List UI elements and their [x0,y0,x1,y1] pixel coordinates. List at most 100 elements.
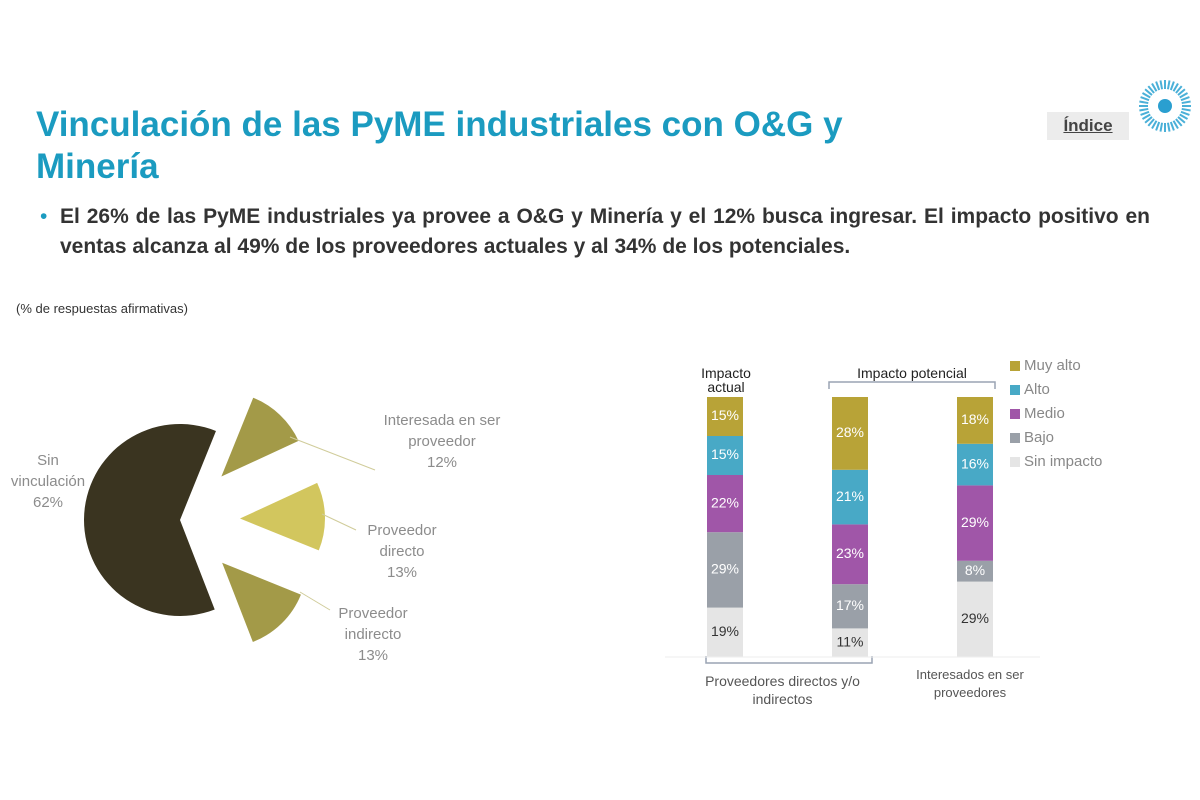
bottom-group-label: Interesados en ser proveedores [916,667,1024,700]
logo-ray [1144,88,1153,96]
bar-value-label: 8% [965,562,985,578]
logo-ray [1141,113,1151,120]
bar-segment [957,560,993,582]
leader-line [299,591,331,611]
logo-ray [1166,80,1171,90]
bar-segment [957,443,993,486]
bar-value-label: 29% [961,610,989,626]
slice-value-label: 13% [386,564,418,581]
bar-segment [832,628,868,657]
logo-ray [1159,122,1164,132]
index-link[interactable]: Índice [1047,112,1129,140]
legend-label: Medio [1024,405,1065,422]
bar-value-label: 22% [711,494,739,510]
bar-value-label: 11% [837,633,864,649]
legend-swatch [1010,385,1020,395]
bullet: El 26% de las PyME industriales ya prove… [40,202,1150,262]
logo-ray [1172,82,1179,92]
legend-swatch [1010,433,1020,443]
slice-value-label: 62% [32,494,64,511]
slice-value-label: 13% [357,647,389,664]
bar-segment [832,524,868,585]
legend-swatch [1010,409,1020,419]
slice-label: Proveedor directo 13% [357,520,447,583]
slice-value-label: 12% [426,454,458,471]
logo-ray [1151,120,1158,130]
legend-label: Alto [1024,381,1050,398]
bar-value-label: 29% [711,561,739,577]
leader-line [289,436,376,471]
logo-ray [1155,121,1161,131]
logo-ray [1147,118,1155,127]
pie-slice [84,424,216,616]
slice-label: Interesada en ser proveedor 12% [383,412,501,471]
logo-ray [1141,92,1151,99]
legend-label: Muy alto [1024,357,1081,374]
logo-ray [1140,110,1150,116]
bar-value-label: 18% [961,411,989,427]
bar-value-label: 19% [711,623,739,639]
logo-ray [1181,107,1191,112]
logo-ray [1144,116,1153,124]
legend-label: Bajo [1024,429,1054,446]
bar-value-label: 23% [836,545,864,561]
logo-ray [1140,96,1150,102]
logo-ray [1179,92,1189,99]
slice-label: Sin vinculación 62% [3,450,93,513]
note: (% de respuestas afirmativas) [16,301,188,316]
bar-value-label: 21% [836,488,864,504]
bottom-bracket [705,656,873,664]
top-bracket [828,381,996,389]
logo-ray [1169,121,1175,131]
pie-slice [222,562,301,642]
bullet-marker: • [40,205,48,228]
legend-label: Sin impacto [1024,453,1102,470]
slide-title: Vinculación de las PyME industriales con… [36,105,843,186]
logo-ray [1181,100,1191,105]
logo-ray [1139,100,1149,105]
top-group-label: Impacto potencial [838,366,986,380]
bar-segment [957,485,993,561]
bar-value-label: 15% [711,407,739,423]
logo-ray [1175,85,1183,94]
logo-ray [1147,85,1155,94]
bar-segment [957,397,993,444]
logo-ray [1159,80,1164,90]
logo-ray [1180,110,1190,116]
logo-ray [1151,82,1158,92]
bar-segment [832,397,868,470]
logo-ray [1139,107,1149,112]
top-group-label: Impacto actual [701,365,751,395]
bar-value-label: 28% [836,424,864,440]
bar-segment [957,581,993,657]
logo-ray [1177,116,1186,124]
bar-segment [832,584,868,629]
slice-label: Proveedor indirecto 13% [328,603,418,666]
bar-segment [832,469,868,525]
logo-ray [1166,122,1171,132]
logo [1139,80,1191,132]
logo-ray [1179,113,1189,120]
bar-value-label: 15% [711,446,739,462]
bar-segment [707,607,743,657]
pie-slice [221,397,299,477]
logo-ray [1177,88,1186,96]
legend-swatch [1010,457,1020,467]
bottom-group-label: Proveedores directos y/o indirectos [705,673,860,707]
bar-segment [707,475,743,533]
bar-segment [707,436,743,475]
bar-value-label: 29% [961,514,989,530]
logo-ray [1169,81,1175,91]
logo-ray [1175,118,1183,127]
bar-segment [707,397,743,436]
logo-ray [1172,120,1179,130]
logo-ray [1155,81,1161,91]
bullet-text: El 26% de las PyME industriales ya prove… [60,205,1150,258]
logo-dot [1158,99,1172,113]
bar-value-label: 17% [836,597,864,613]
logo-ray [1180,96,1190,102]
pie-slice [239,482,325,551]
legend-swatch [1010,361,1020,371]
